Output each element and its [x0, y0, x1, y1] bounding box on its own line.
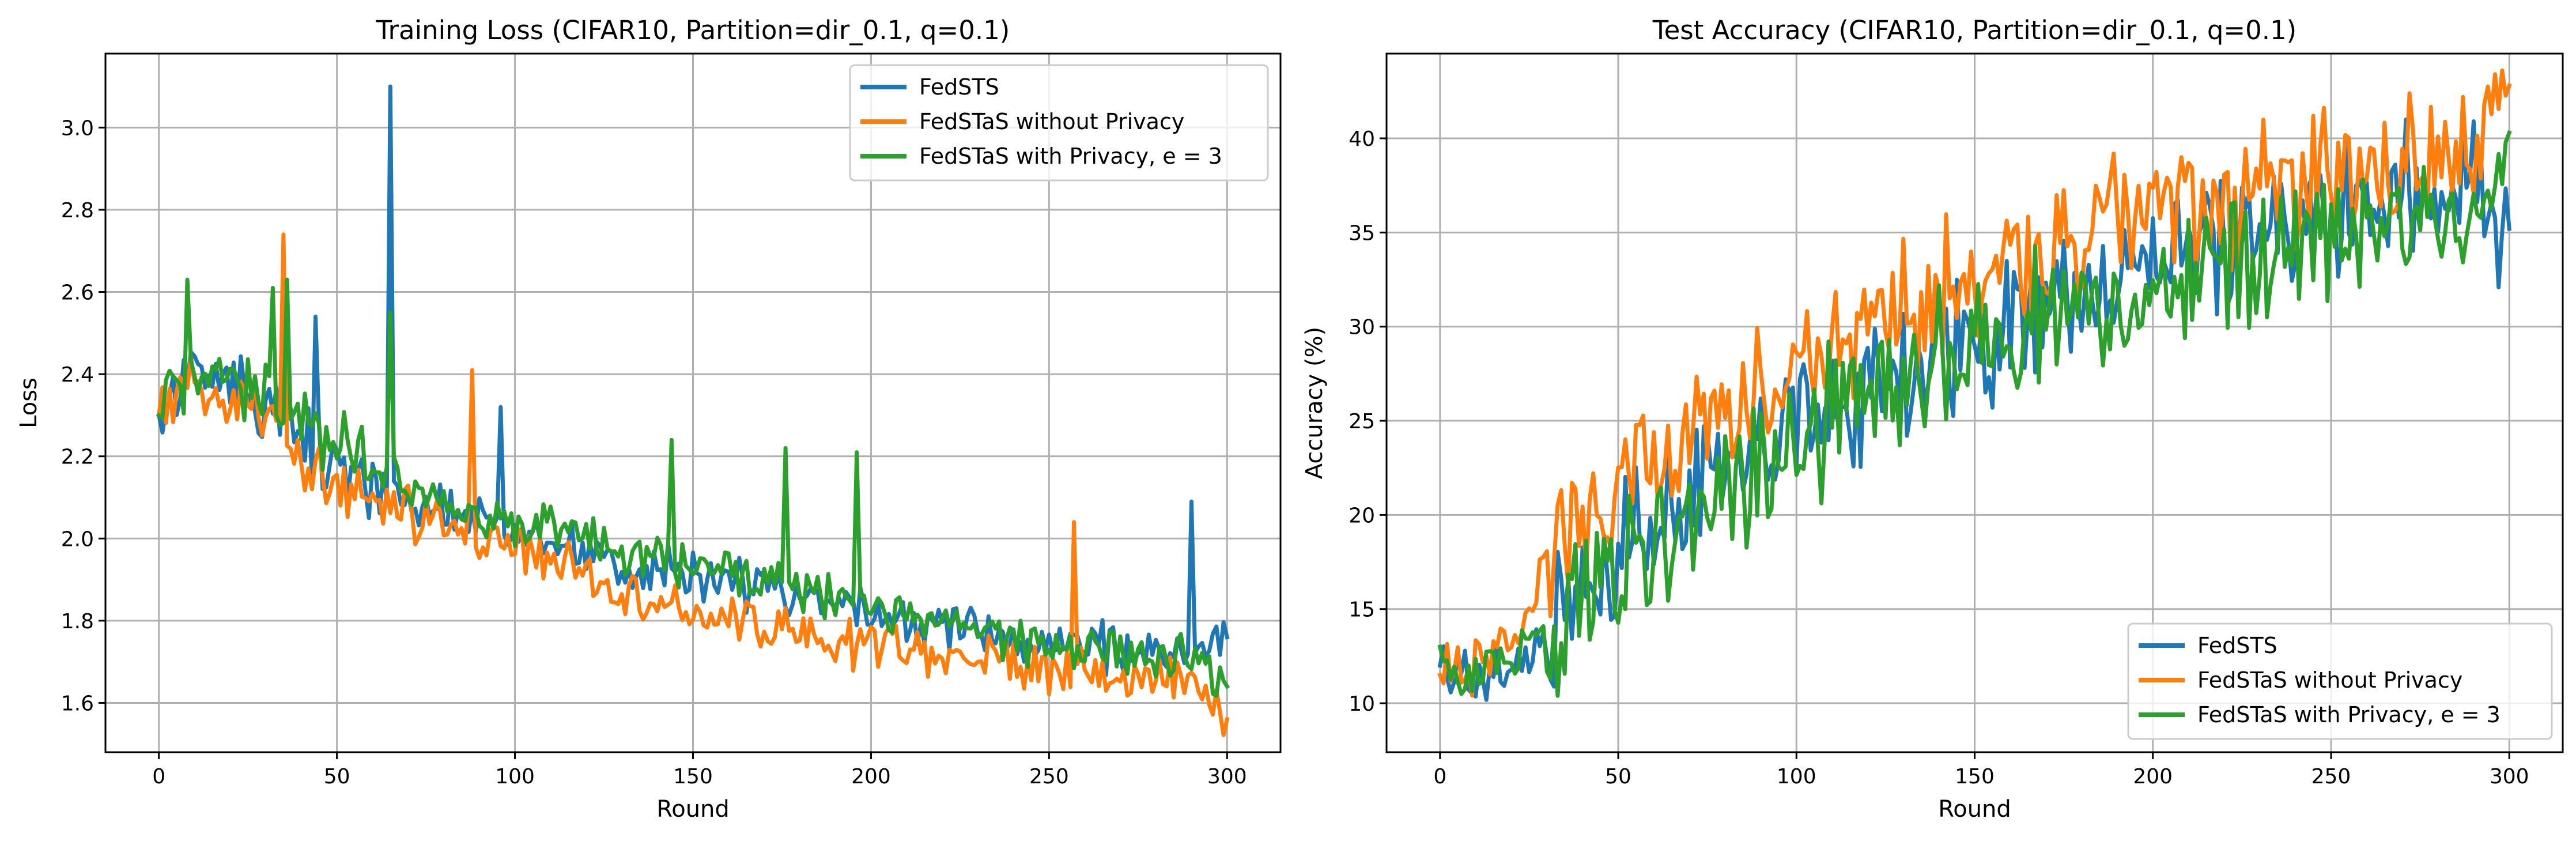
x-tick-label: 300 — [2490, 765, 2529, 789]
x-tick-label: 100 — [1777, 765, 1816, 789]
y-axis-label: Accuracy (%) — [1301, 327, 1328, 480]
legend-label: FedSTaS with Privacy, e = 3 — [919, 144, 1222, 169]
x-tick-label: 300 — [1207, 765, 1247, 789]
x-tick-label: 150 — [1955, 765, 1995, 789]
x-tick-label: 0 — [152, 765, 165, 789]
legend-label: FedSTaS without Privacy — [919, 109, 1184, 134]
x-axis-label: Round — [656, 796, 730, 823]
series-line-2 — [1437, 68, 2512, 698]
y-tick-label: 30 — [1349, 316, 1375, 339]
y-tick-label: 25 — [1349, 410, 1375, 433]
x-tick-label: 50 — [1605, 765, 1631, 789]
series-line-2 — [156, 232, 1230, 737]
y-tick-label: 3.0 — [61, 116, 94, 140]
y-tick-label: 2.4 — [61, 363, 94, 387]
legend-box — [849, 64, 1269, 182]
y-tick-label: 10 — [1349, 692, 1375, 716]
series-line-3 — [1437, 130, 2512, 698]
x-tick-label: 0 — [1433, 765, 1446, 789]
x-tick-label: 200 — [851, 765, 891, 789]
legend-label: FedSTS — [919, 74, 999, 100]
y-tick-label: 1.8 — [61, 610, 94, 633]
y-tick-label: 2.6 — [61, 281, 94, 305]
chart-title: Test Accuracy (CIFAR10, Partition=dir_0.… — [1652, 15, 2297, 46]
y-tick-label: 1.6 — [61, 692, 94, 715]
legend-label: FedSTaS with Privacy, e = 3 — [2197, 702, 2501, 727]
legend: FedSTS FedSTaS without Privacy FedSTaS wit… — [849, 64, 1269, 182]
y-tick-label: 2.2 — [61, 446, 94, 469]
x-tick-label: 250 — [1029, 765, 1069, 789]
y-tick-label: 40 — [1349, 127, 1375, 151]
y-tick-label: 2.8 — [61, 199, 94, 222]
series-line-3 — [156, 277, 1230, 698]
legend-label: FedSTaS without Privacy — [2197, 667, 2462, 693]
x-tick-label: 50 — [324, 765, 350, 789]
y-tick-label: 2.0 — [61, 527, 94, 551]
y-tick-label: 35 — [1349, 221, 1375, 245]
x-axis-label: Round — [1938, 796, 2011, 823]
chart-1: 0 50 100 150 200 250 300 1.6 1.8 2.0 2.2 2.4 2.6 2.8 3… — [16, 15, 1282, 823]
series-group — [1437, 68, 2512, 702]
legend: FedSTS FedSTaS without Privacy FedSTaS wit… — [2127, 623, 2553, 740]
legend-box — [2127, 623, 2553, 740]
legend-label: FedSTS — [2197, 633, 2277, 658]
series-group — [156, 84, 1230, 737]
y-tick-label: 20 — [1349, 504, 1375, 527]
x-tick-label: 150 — [673, 765, 713, 789]
x-tick-label: 100 — [495, 765, 535, 789]
chart-title: Training Loss (CIFAR10, Partition=dir_0.… — [376, 15, 1010, 46]
x-tick-label: 200 — [2133, 765, 2173, 789]
y-axis-label: Loss — [16, 378, 42, 428]
x-tick-label: 250 — [2311, 765, 2351, 789]
y-tick-label: 15 — [1349, 598, 1375, 622]
chart-2: 0 50 100 150 200 250 300 10 15 20 25 30 35 40 Test Acc… — [1301, 15, 2564, 823]
